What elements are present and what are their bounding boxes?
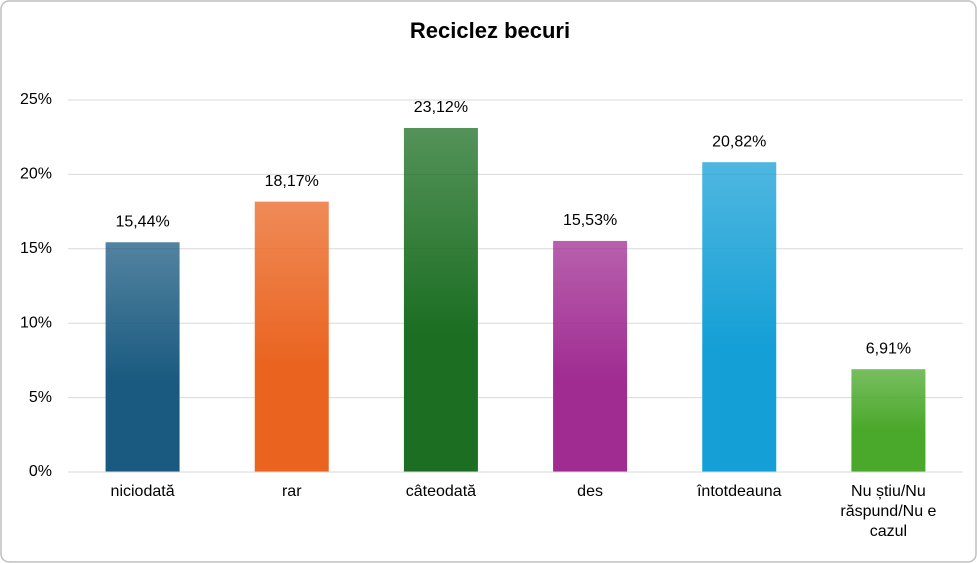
x-tick-label-box: câteodată [405,483,477,500]
x-tick-label: des [577,483,603,500]
y-tick-label: 10% [20,314,52,331]
data-label: 20,82% [712,133,766,150]
data-label: 15,44% [115,213,169,230]
y-tick-label: 25% [20,91,52,108]
data-label: 6,91% [866,340,911,357]
chart-title: Reciclez becuri [410,18,570,43]
x-tick-label: niciodată [110,483,175,500]
bar [105,242,180,472]
bar [553,240,628,472]
x-tick-label-box: întotdeauna [696,483,782,500]
data-label: 15,53% [563,212,617,229]
x-tick-label: rar [281,483,302,500]
y-tick-label: 15% [20,240,52,257]
x-tick-label-box: rar [281,483,302,500]
data-label: 23,12% [414,99,468,116]
y-tick-label: 20% [20,166,52,183]
x-tick-label-box: Nu știu/Nu răspund/Nu e cazul [840,483,937,540]
bar [702,162,777,472]
x-tick-label: întotdeauna [696,483,782,500]
x-tick-label-box: des [577,483,603,500]
bar [403,127,478,473]
data-label: 18,17% [265,173,319,190]
x-tick-label: câteodată [405,483,477,500]
bar [254,201,329,472]
y-tick-label: 5% [29,389,52,406]
bar [851,369,926,472]
y-tick-label: 0% [29,463,52,480]
x-tick-label-box: niciodată [110,483,175,500]
x-tick-label: Nu știu/Nu răspund/Nu e cazul [840,483,937,540]
